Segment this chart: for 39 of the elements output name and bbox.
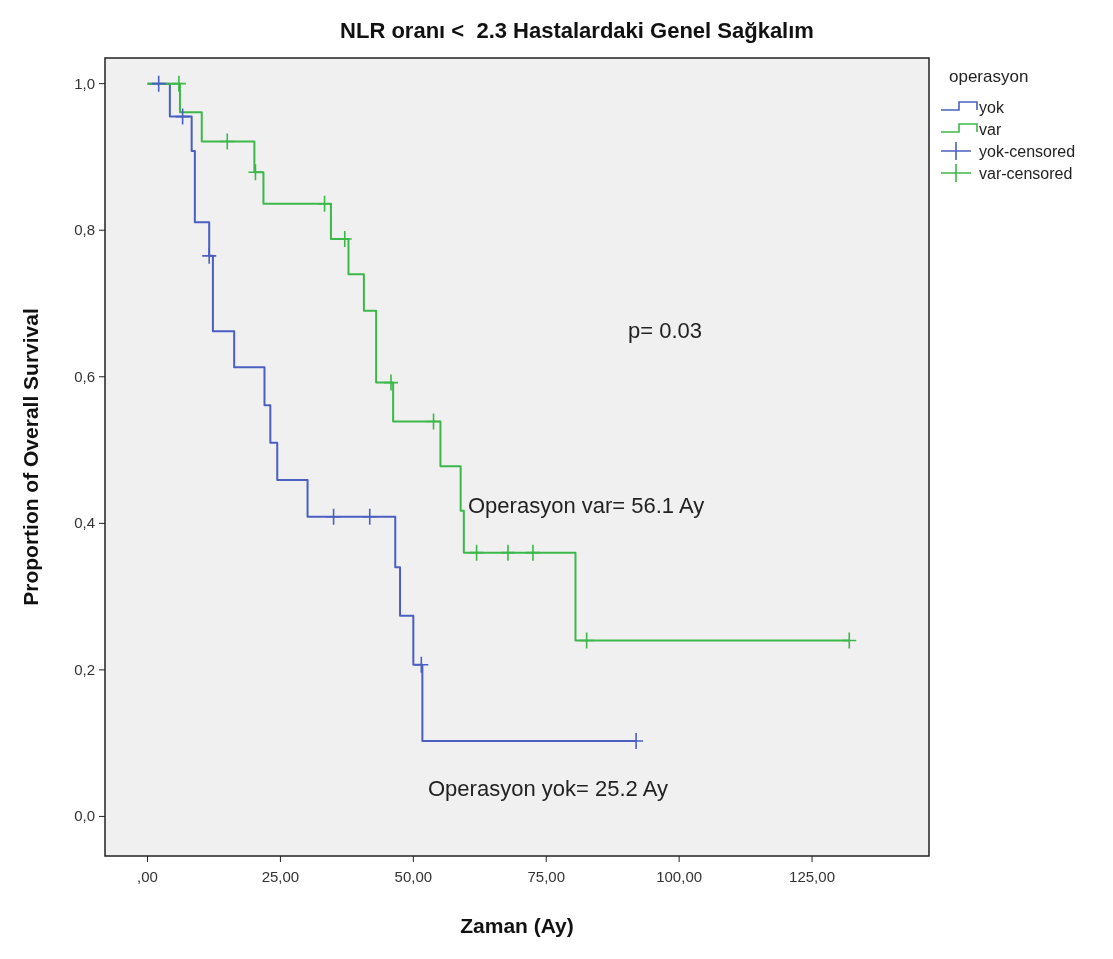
x-tick-label: 125,00 xyxy=(789,868,835,885)
x-tick-label: ,00 xyxy=(137,868,158,885)
point xyxy=(150,74,167,93)
y-tick-label: 1,0 xyxy=(74,74,95,92)
annotation: Operasyon var= 56.1 Ay xyxy=(468,493,705,518)
chart-title: NLR oranı < 2.3 Hastalardaki Genel Sağkalım xyxy=(340,18,814,43)
legend-title: operasyon xyxy=(949,67,1029,86)
point xyxy=(578,631,595,650)
x-axis-title: Zaman (Ay) xyxy=(460,914,574,937)
legend-label: yok-censored xyxy=(979,143,1076,160)
y-axis-title: Proportion of Overall Survival xyxy=(19,308,42,606)
point xyxy=(247,163,264,182)
point xyxy=(325,507,342,526)
point xyxy=(383,373,399,392)
point xyxy=(361,507,378,526)
point xyxy=(174,107,191,126)
point xyxy=(425,412,442,431)
point xyxy=(525,543,541,562)
y-tick-label: 0,2 xyxy=(74,660,95,678)
legend-label: yok xyxy=(979,99,1005,116)
y-tick-label: 0,0 xyxy=(74,807,95,825)
point xyxy=(413,655,430,674)
legend-label: var xyxy=(979,121,1002,138)
y-tick-label: 0,8 xyxy=(74,221,95,239)
annotation: p= 0.03 xyxy=(628,318,703,343)
point xyxy=(219,132,236,151)
x-tick-label: 25,00 xyxy=(261,868,300,885)
point xyxy=(316,195,333,213)
y-tick-label: 0,6 xyxy=(74,367,95,385)
point xyxy=(500,543,516,562)
point xyxy=(841,631,858,650)
y-tick-label: 0,4 xyxy=(74,514,95,532)
x-tick-label: 75,00 xyxy=(527,868,566,885)
point xyxy=(171,74,187,93)
legend-label: var-censored xyxy=(979,165,1073,182)
point xyxy=(468,543,485,562)
x-tick-label: 100,00 xyxy=(656,868,703,885)
annotation: Operasyon yok= 25.2 Ay xyxy=(428,776,668,801)
x-tick-label: 50,00 xyxy=(394,868,433,885)
